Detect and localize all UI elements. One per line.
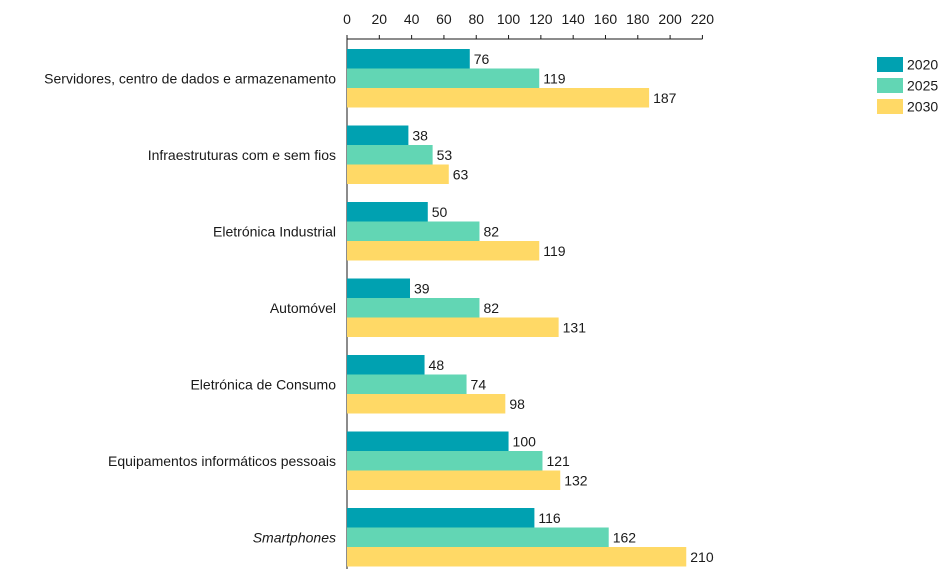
data-label: 82 bbox=[483, 300, 499, 316]
category-label: Eletrónica de Consumo bbox=[190, 376, 336, 392]
legend-swatch-2030 bbox=[877, 99, 903, 114]
bar-2020 bbox=[347, 125, 409, 145]
bar-2025 bbox=[347, 374, 467, 394]
x-tick-label: 100 bbox=[497, 11, 521, 27]
bar-2025 bbox=[347, 145, 433, 165]
bar-2030 bbox=[347, 394, 506, 414]
x-tick-label: 0 bbox=[343, 11, 351, 27]
category-label: Equipamentos informáticos pessoais bbox=[108, 453, 336, 469]
data-label: 162 bbox=[613, 529, 637, 545]
legend-label: 2025 bbox=[907, 78, 938, 94]
bar-2020 bbox=[347, 278, 411, 298]
data-label: 74 bbox=[471, 376, 487, 392]
category-labels: Servidores, centro de dados e armazename… bbox=[44, 70, 336, 545]
x-tick-label: 220 bbox=[691, 11, 715, 27]
data-label: 131 bbox=[563, 319, 587, 335]
data-label: 63 bbox=[453, 166, 469, 182]
data-label: 76 bbox=[474, 51, 490, 67]
x-axis: 0 20 40 60 80 100 120 140 160 180 200 220 bbox=[343, 11, 714, 569]
x-tick-label: 120 bbox=[529, 11, 553, 27]
x-tick-label: 40 bbox=[404, 11, 420, 27]
legend-swatch-2020 bbox=[877, 57, 903, 72]
data-label: 39 bbox=[414, 280, 430, 296]
legend-label: 2030 bbox=[907, 99, 938, 115]
bar-2030 bbox=[347, 547, 687, 567]
data-label: 187 bbox=[653, 90, 677, 106]
category-label: Eletrónica Industrial bbox=[213, 223, 336, 239]
data-label: 38 bbox=[412, 127, 428, 143]
x-tick-label: 180 bbox=[626, 11, 650, 27]
data-label: 48 bbox=[429, 357, 445, 373]
data-label: 121 bbox=[546, 453, 570, 469]
data-label: 132 bbox=[564, 472, 588, 488]
x-tick-label: 200 bbox=[658, 11, 682, 27]
bar-2030 bbox=[347, 164, 449, 184]
category-label: Smartphones bbox=[253, 529, 336, 545]
bar-2025 bbox=[347, 68, 540, 88]
legend-swatch-2025 bbox=[877, 78, 903, 93]
data-label: 82 bbox=[483, 223, 499, 239]
legend: 2020 2025 2030 bbox=[877, 57, 938, 115]
bar-2030 bbox=[347, 241, 540, 261]
bar-2020 bbox=[347, 431, 509, 451]
data-label: 50 bbox=[432, 204, 448, 220]
x-tick-label: 160 bbox=[594, 11, 618, 27]
bar-2020 bbox=[347, 202, 428, 222]
bar-2030 bbox=[347, 470, 561, 490]
bar-2030 bbox=[347, 317, 559, 337]
bar-2020 bbox=[347, 355, 425, 375]
x-tick-label: 20 bbox=[372, 11, 388, 27]
data-label: 100 bbox=[513, 433, 537, 449]
data-label: 119 bbox=[543, 243, 566, 259]
bar-2020 bbox=[347, 49, 470, 69]
category-label: Servidores, centro de dados e armazename… bbox=[44, 70, 336, 86]
category-label: Automóvel bbox=[270, 300, 336, 316]
data-label: 98 bbox=[509, 396, 525, 412]
data-label: 210 bbox=[690, 549, 714, 565]
x-tick-label: 60 bbox=[436, 11, 452, 27]
legend-label: 2020 bbox=[907, 57, 938, 73]
data-label: 116 bbox=[538, 510, 561, 526]
bar-2025 bbox=[347, 527, 609, 547]
x-tick-label: 80 bbox=[468, 11, 484, 27]
x-tick-label: 140 bbox=[561, 11, 585, 27]
bar-2025 bbox=[347, 451, 543, 471]
bar-2025 bbox=[347, 298, 480, 318]
bar-2030 bbox=[347, 88, 650, 108]
bar-2025 bbox=[347, 221, 480, 241]
data-label: 53 bbox=[437, 147, 453, 163]
category-label: Infraestruturas com e sem fios bbox=[148, 147, 336, 163]
bar-2020 bbox=[347, 508, 535, 528]
data-label: 119 bbox=[543, 70, 566, 86]
